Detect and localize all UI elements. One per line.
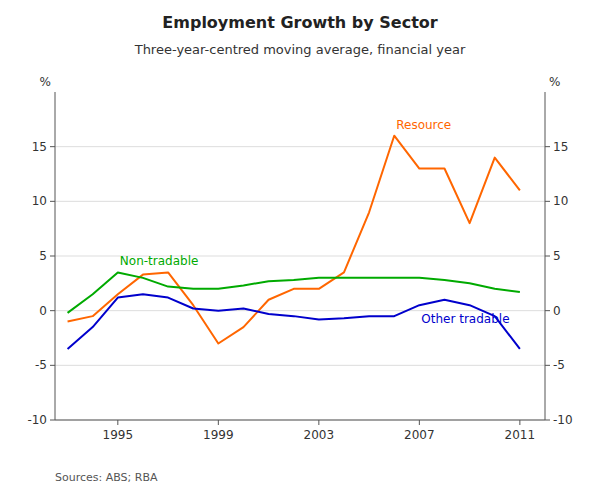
y-tick [50,201,55,202]
y2-tick [545,201,550,202]
y2-axis-label: % [549,75,560,89]
x-tick-label: 1999 [203,428,234,442]
chart: Employment Growth by Sector Three-year-ce… [0,0,600,491]
x-tick-label: 2007 [404,428,435,442]
y-axis-label: % [40,75,51,89]
y-tick-label: 5 [39,249,47,263]
y-axis [55,92,56,420]
x-tick-label: 2011 [505,428,536,442]
series-line [68,272,520,312]
y-tick [50,420,55,421]
grid-line [55,310,545,311]
series-label: Non-tradable [120,254,199,268]
grid-line [55,365,545,366]
y2-tick-label: -5 [553,358,565,372]
x-tick [519,420,520,425]
y-tick [50,146,55,147]
grid [55,147,545,420]
y-tick [50,365,55,366]
y2-tick-label: 10 [553,194,568,208]
y2-tick-label: 5 [553,249,561,263]
subtitle: Three-year-centred moving average, finan… [134,42,466,57]
grid-line [55,420,545,421]
x-tick-label: 2003 [304,428,335,442]
y2-tick [545,146,550,147]
y2-tick-label: 15 [553,140,568,154]
y2-tick-label: -10 [553,413,573,427]
series-line [68,294,520,349]
y-tick [50,310,55,311]
x-tick [318,420,319,425]
x-tick [117,420,118,425]
y-tick-label: 10 [32,194,47,208]
y-tick-label: -5 [35,358,47,372]
x-tick-label: 1995 [103,428,134,442]
x-axis [55,420,545,421]
y-tick-label: 0 [39,304,47,318]
source: Sources: ABS; RBA [55,471,158,484]
y2-tick-label: 0 [553,304,561,318]
series-label: Other tradable [421,312,509,326]
x-tick [218,420,219,425]
plot-area [68,136,520,349]
grid-line [55,201,545,202]
y-tick-label: -10 [27,413,47,427]
y2-tick [545,256,550,257]
y2-axis [545,92,546,420]
x-tick [419,420,420,425]
grid-line [55,146,545,147]
y2-tick [545,310,550,311]
title: Employment Growth by Sector [162,13,437,32]
y2-tick [545,365,550,366]
y-tick-label: 15 [32,140,47,154]
y-tick [50,256,55,257]
series-labels: Resource Non-tradable Other tradable [120,118,510,326]
series-label: Resource [396,118,451,132]
y2-tick [545,420,550,421]
series-line [68,136,520,344]
